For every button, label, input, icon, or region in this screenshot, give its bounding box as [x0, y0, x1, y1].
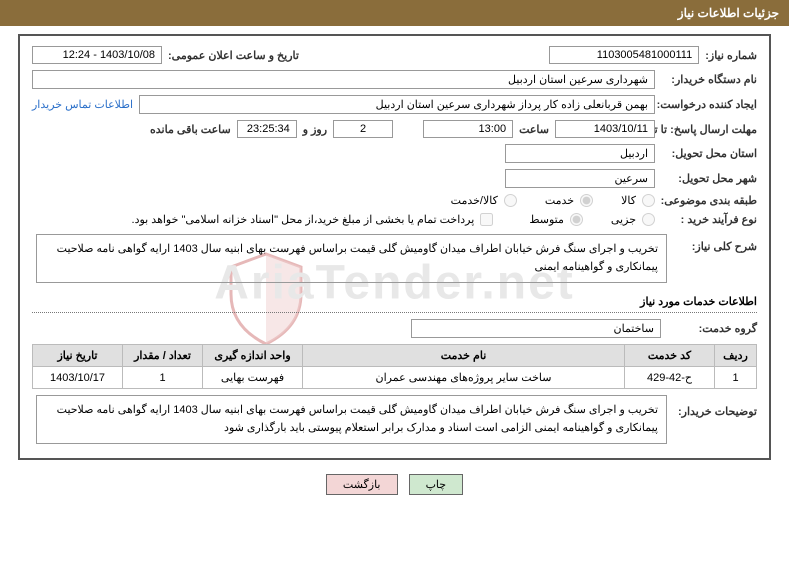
panel-header: جزئیات اطلاعات نیاز — [0, 0, 789, 26]
back-button[interactable]: بازگشت — [326, 474, 398, 495]
category-radio-goods — [642, 194, 655, 207]
countdown: 23:25:34 — [237, 120, 297, 138]
days-suffix: روز و — [303, 123, 327, 136]
service-group-label: گروه خدمت: — [667, 322, 757, 335]
time-label: ساعت — [519, 123, 549, 136]
category-option-service: خدمت — [545, 194, 593, 207]
th-unit: واحد اندازه گیری — [203, 345, 303, 367]
category-radio-service — [580, 194, 593, 207]
city-label: شهر محل تحویل: — [661, 172, 757, 185]
th-code: کد خدمت — [625, 345, 715, 367]
pt-option-minor: جزیی — [611, 213, 655, 226]
pt-label-medium: متوسط — [529, 213, 564, 226]
buyer-org-value: شهرداری سرعین استان اردبیل — [32, 70, 655, 89]
deadline-date: 1403/10/11 — [555, 120, 655, 138]
main-panel: شماره نیاز: 1103005481000111 تاریخ و ساع… — [18, 34, 771, 460]
purchase-type-label: نوع فرآیند خرید : — [661, 213, 757, 226]
cell-name: ساخت سایر پروژه‌های مهندسی عمران — [303, 367, 625, 389]
province-label: استان محل تحویل: — [661, 147, 757, 160]
remaining-suffix: ساعت باقی مانده — [150, 123, 231, 136]
th-row: ردیف — [715, 345, 757, 367]
th-name: نام خدمت — [303, 345, 625, 367]
category-option-goods: کالا — [621, 194, 655, 207]
services-section-title: اطلاعات خدمات مورد نیاز — [32, 291, 757, 313]
service-group-value: ساختمان — [411, 319, 661, 338]
requester-label: ایجاد کننده درخواست: — [661, 98, 757, 111]
cell-code: ح-42-429 — [625, 367, 715, 389]
print-button[interactable]: چاپ — [409, 474, 464, 495]
category-label-goods: کالا — [621, 194, 636, 207]
province-value: اردبیل — [505, 144, 655, 163]
summary-label: شرح کلی نیاز: — [667, 234, 757, 283]
pt-label-minor: جزیی — [611, 213, 636, 226]
pt-radio-medium — [570, 213, 583, 226]
deadline-label: مهلت ارسال پاسخ: تا تاریخ: — [661, 123, 757, 136]
payment-note-group: پرداخت تمام یا بخشی از مبلغ خرید،از محل … — [132, 213, 494, 226]
buyer-contact-link[interactable]: اطلاعات تماس خریدار — [32, 98, 133, 111]
city-value: سرعین — [505, 169, 655, 188]
buyer-org-label: نام دستگاه خریدار: — [661, 73, 757, 86]
category-option-both: کالا/خدمت — [451, 194, 517, 207]
button-row: چاپ بازگشت — [0, 474, 789, 495]
requester-value: بهمن قربانعلی زاده کار پرداز شهرداری سرع… — [139, 95, 655, 114]
buyer-notes-label: توضیحات خریدار: — [667, 395, 757, 444]
need-no-value: 1103005481000111 — [549, 46, 699, 64]
th-qty: تعداد / مقدار — [123, 345, 203, 367]
announce-dt-value: 1403/10/08 - 12:24 — [32, 46, 162, 64]
summary-text: تخریب و اجرای سنگ فرش خیابان اطراف میدان… — [36, 234, 667, 283]
pt-radio-minor — [642, 213, 655, 226]
announce-dt-label: تاریخ و ساعت اعلان عمومی: — [168, 49, 299, 62]
category-label: طبقه بندی موضوعی: — [661, 194, 757, 207]
payment-note-checkbox — [480, 213, 493, 226]
cell-qty: 1 — [123, 367, 203, 389]
cell-unit: فهرست بهایی — [203, 367, 303, 389]
need-no-label: شماره نیاز: — [705, 49, 757, 62]
payment-note-text: پرداخت تمام یا بخشی از مبلغ خرید،از محل … — [132, 213, 475, 226]
deadline-time: 13:00 — [423, 120, 513, 138]
pt-option-medium: متوسط — [529, 213, 583, 226]
table-row: 1 ح-42-429 ساخت سایر پروژه‌های مهندسی عم… — [33, 367, 757, 389]
category-label-service: خدمت — [545, 194, 574, 207]
category-radio-both — [504, 194, 517, 207]
cell-date: 1403/10/17 — [33, 367, 123, 389]
services-table: ردیف کد خدمت نام خدمت واحد اندازه گیری ت… — [32, 344, 757, 389]
th-date: تاریخ نیاز — [33, 345, 123, 367]
cell-row: 1 — [715, 367, 757, 389]
category-label-both: کالا/خدمت — [451, 194, 498, 207]
buyer-notes-text: تخریب و اجرای سنگ فرش خیابان اطراف میدان… — [36, 395, 667, 444]
days-remaining: 2 — [333, 120, 393, 138]
